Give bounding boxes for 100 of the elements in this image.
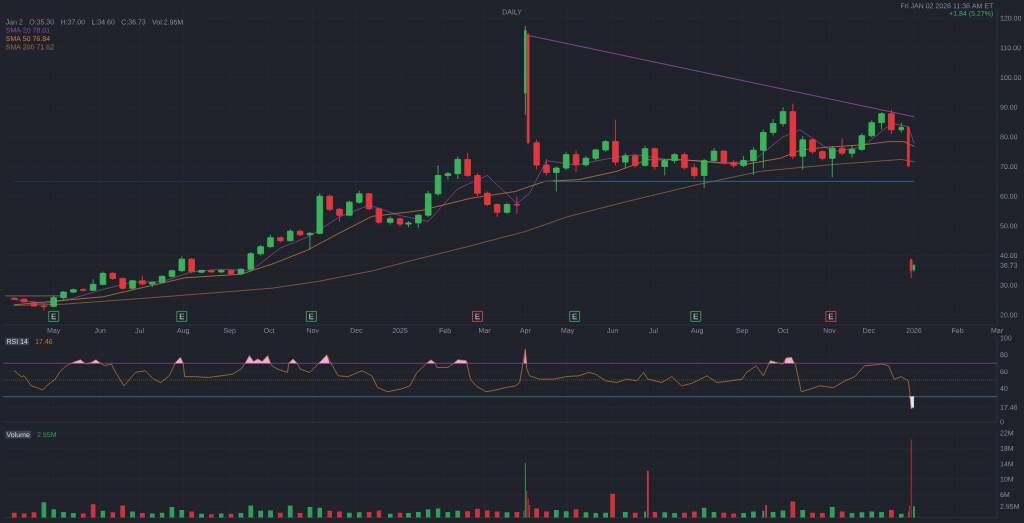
candlestick bbox=[730, 159, 737, 169]
candlestick bbox=[316, 192, 324, 235]
candlestick bbox=[168, 269, 176, 278]
candlestick bbox=[60, 290, 67, 300]
candlestick bbox=[396, 217, 404, 227]
candlestick bbox=[868, 119, 875, 138]
bar bbox=[800, 510, 806, 518]
candlestick bbox=[129, 279, 136, 290]
bar bbox=[21, 513, 27, 518]
candlestick bbox=[386, 215, 394, 226]
candlestick bbox=[553, 166, 560, 192]
bar bbox=[258, 510, 264, 518]
candlestick bbox=[355, 190, 363, 205]
candlestick bbox=[572, 149, 580, 173]
candlestick bbox=[306, 231, 314, 251]
candlestick bbox=[631, 154, 639, 169]
bar bbox=[741, 513, 746, 518]
candlestick bbox=[760, 129, 767, 169]
candlestick bbox=[503, 202, 511, 215]
candlestick bbox=[888, 109, 895, 135]
candlestick bbox=[424, 190, 432, 218]
candlestick bbox=[336, 207, 343, 222]
candlestick bbox=[799, 135, 806, 170]
bar bbox=[406, 513, 411, 518]
candlestick bbox=[740, 155, 747, 168]
bar bbox=[179, 510, 185, 518]
annotation: E bbox=[179, 313, 185, 320]
candlestick bbox=[838, 137, 846, 156]
candlestick bbox=[188, 257, 195, 274]
candlestick bbox=[612, 119, 619, 166]
candlestick bbox=[444, 171, 452, 181]
bar bbox=[889, 510, 894, 518]
candlestick bbox=[809, 137, 816, 155]
candlestick bbox=[247, 251, 255, 271]
candlestick bbox=[661, 158, 668, 176]
candlestick bbox=[484, 191, 491, 207]
annotation: E bbox=[828, 313, 834, 320]
candlestick bbox=[119, 277, 126, 291]
annotation: E bbox=[51, 313, 57, 320]
bar bbox=[731, 513, 737, 518]
candlestick bbox=[779, 106, 787, 127]
candlestick bbox=[257, 244, 264, 257]
candlestick bbox=[267, 234, 274, 249]
candlestick bbox=[237, 268, 245, 276]
candlestick bbox=[878, 111, 885, 130]
candlestick bbox=[434, 164, 442, 197]
candlestick bbox=[493, 202, 501, 218]
candlestick bbox=[208, 269, 215, 274]
candlestick bbox=[562, 151, 570, 171]
candlestick bbox=[286, 228, 294, 242]
bar bbox=[248, 505, 254, 518]
candlestick bbox=[858, 132, 866, 152]
candlestick bbox=[750, 146, 757, 176]
candlestick bbox=[720, 149, 728, 166]
candlestick bbox=[89, 278, 97, 292]
candlestick bbox=[296, 229, 304, 237]
candlestick bbox=[326, 193, 333, 212]
annotation: E bbox=[572, 313, 577, 320]
candlestick bbox=[277, 236, 284, 243]
candlestick bbox=[898, 122, 904, 133]
candlestick bbox=[651, 147, 659, 170]
candlestick bbox=[20, 298, 28, 303]
candlestick bbox=[454, 156, 462, 180]
bar bbox=[90, 504, 96, 518]
bar bbox=[672, 513, 677, 518]
candlestick bbox=[543, 158, 550, 176]
bar bbox=[610, 493, 616, 518]
bar bbox=[71, 513, 76, 518]
candlestick bbox=[415, 213, 422, 229]
candlestick bbox=[11, 296, 18, 301]
bar bbox=[465, 511, 471, 518]
bar bbox=[662, 512, 668, 518]
candlestick bbox=[148, 281, 156, 288]
candlestick bbox=[641, 145, 649, 167]
candlestick bbox=[365, 192, 373, 211]
candlestick bbox=[700, 158, 708, 189]
bar bbox=[534, 508, 540, 518]
candlestick bbox=[375, 207, 383, 225]
candlestick bbox=[198, 269, 205, 274]
bar bbox=[475, 508, 480, 518]
candlestick bbox=[513, 196, 521, 215]
candlestick bbox=[79, 287, 87, 292]
candlestick bbox=[227, 269, 235, 276]
bar bbox=[553, 510, 559, 518]
bar bbox=[287, 505, 293, 518]
candlestick bbox=[789, 103, 797, 160]
candlestick bbox=[681, 151, 688, 170]
candlestick bbox=[139, 275, 146, 286]
candlestick bbox=[829, 145, 836, 178]
annotation: E bbox=[693, 313, 699, 320]
bar bbox=[563, 511, 569, 518]
candlestick bbox=[30, 300, 38, 308]
bar bbox=[356, 512, 362, 518]
candlestick bbox=[671, 152, 678, 165]
candlestick bbox=[819, 149, 826, 162]
candlestick bbox=[769, 118, 777, 136]
candlestick bbox=[582, 155, 590, 167]
candlestick bbox=[691, 163, 698, 179]
bar bbox=[829, 506, 835, 518]
candlestick bbox=[710, 147, 718, 163]
